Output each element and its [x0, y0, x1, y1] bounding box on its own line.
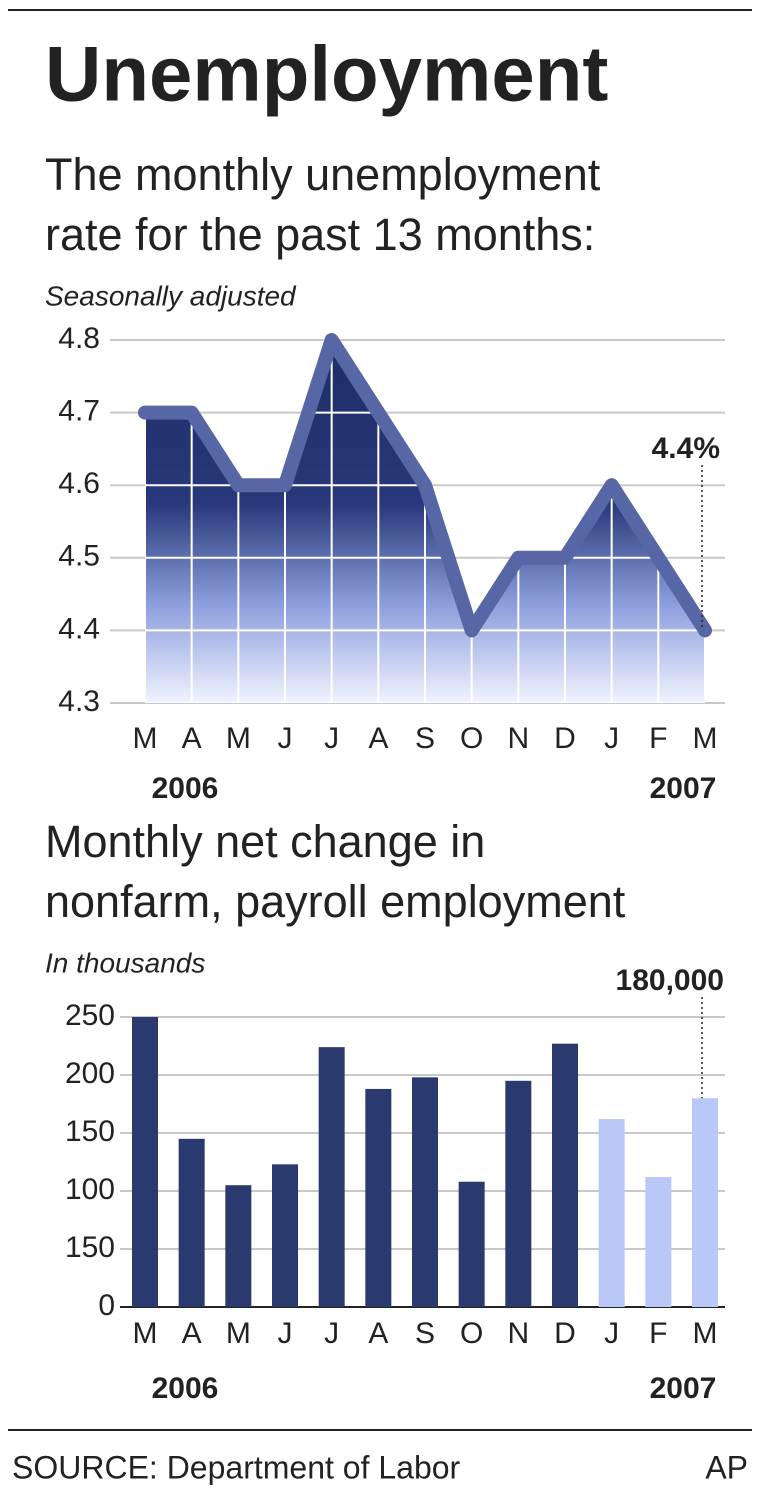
line: [138, 333, 712, 638]
bar: [365, 1088, 392, 1307]
x-tick-label: S: [415, 1317, 435, 1350]
x-tick-label: J: [324, 1317, 339, 1350]
year-label: 2007: [650, 1372, 717, 1405]
x-tick-label: M: [133, 1317, 158, 1350]
bar: [692, 1098, 718, 1307]
x-tick-label: F: [649, 722, 667, 755]
unit-note: Seasonally adjusted: [45, 280, 297, 311]
x-tick-label: J: [278, 1317, 293, 1350]
x-tick-label: D: [554, 722, 576, 755]
y-tick-label: 4.8: [58, 322, 100, 355]
y-tick-label: 200: [65, 1057, 115, 1090]
bar: [458, 1181, 485, 1307]
y-tick-label: 0: [98, 1289, 115, 1322]
unit-note: In thousands: [45, 947, 205, 978]
bar: [132, 1017, 158, 1307]
credit: AP: [705, 1449, 748, 1485]
chart-title: The monthly unemployment: [45, 149, 601, 200]
bar: [505, 1080, 532, 1307]
chart-title: rate for the past 13 months:: [45, 209, 595, 260]
x-tick-label: A: [182, 722, 202, 755]
x-tick-label: A: [182, 1317, 202, 1350]
x-tick-label: O: [460, 722, 483, 755]
y-tick-label: 4.3: [58, 685, 100, 718]
x-tick-label: J: [604, 722, 619, 755]
x-tick-label: A: [368, 1317, 388, 1350]
x-tick-label: N: [507, 722, 529, 755]
x-tick-label: S: [415, 722, 435, 755]
value-label: 4.4%: [652, 432, 720, 465]
x-tick-label: D: [554, 1317, 576, 1350]
x-tick-label: J: [278, 722, 293, 755]
x-tick-label: N: [507, 1317, 529, 1350]
x-tick-label: A: [368, 722, 388, 755]
bar: [412, 1077, 438, 1307]
bar: [645, 1177, 672, 1307]
x-tick-label: M: [133, 722, 158, 755]
year-label: 2007: [650, 772, 717, 805]
chart-title: Monthly net change in: [45, 816, 485, 867]
y-tick-label: 150: [65, 1231, 115, 1264]
x-tick-label: M: [693, 1317, 718, 1350]
x-tick-label: M: [693, 722, 718, 755]
x-tick-label: M: [226, 1317, 251, 1350]
y-tick-label: 100: [65, 1173, 115, 1206]
bar: [552, 1043, 578, 1307]
y-tick-label: 250: [65, 999, 115, 1032]
bar: [225, 1185, 252, 1307]
y-tick-label: 4.6: [58, 467, 100, 500]
bar: [318, 1047, 345, 1307]
bar: [272, 1164, 298, 1307]
year-label: 2006: [152, 1372, 219, 1405]
x-tick-label: J: [324, 722, 339, 755]
y-tick-label: 4.7: [58, 395, 100, 428]
bar: [178, 1138, 205, 1307]
value-label: 180,000: [616, 964, 724, 997]
y-tick-label: 150: [65, 1115, 115, 1148]
y-tick-label: 4.5: [58, 540, 100, 573]
source: SOURCE: Department of Labor: [12, 1449, 461, 1485]
chart-title: nonfarm, payroll employment: [45, 876, 626, 927]
main-title: Unemployment: [45, 30, 608, 118]
year-label: 2006: [152, 772, 219, 805]
bar: [598, 1119, 625, 1307]
x-tick-label: J: [604, 1317, 619, 1350]
x-tick-label: O: [460, 1317, 483, 1350]
x-tick-label: M: [226, 722, 251, 755]
x-tick-label: F: [649, 1317, 667, 1350]
y-tick-label: 4.4: [58, 612, 100, 645]
